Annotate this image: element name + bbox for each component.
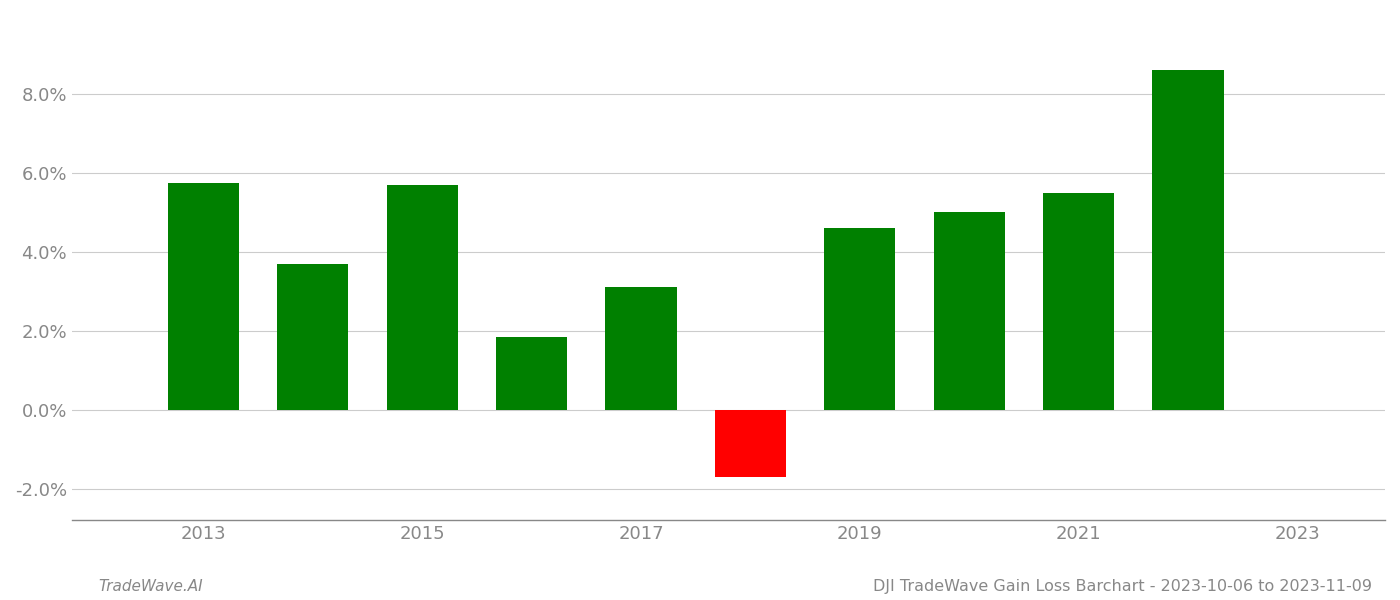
Bar (168, 183, 239, 410)
Bar (715, 410, 785, 477)
Bar (605, 287, 676, 410)
Bar (1043, 193, 1114, 410)
Bar (496, 337, 567, 410)
Bar (386, 185, 458, 410)
Text: TradeWave.AI: TradeWave.AI (98, 579, 203, 594)
Bar (825, 228, 896, 410)
Bar (277, 263, 349, 410)
Bar (934, 212, 1005, 410)
Bar (1152, 70, 1224, 410)
Text: DJI TradeWave Gain Loss Barchart - 2023-10-06 to 2023-11-09: DJI TradeWave Gain Loss Barchart - 2023-… (874, 579, 1372, 594)
